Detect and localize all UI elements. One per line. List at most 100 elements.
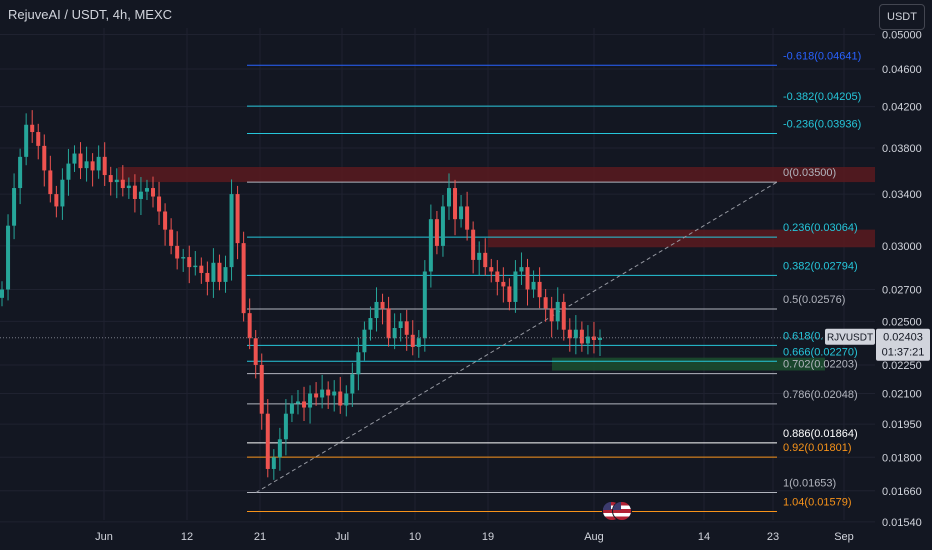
candle-body[interactable]	[531, 281, 536, 290]
candle-body[interactable]	[30, 124, 35, 133]
candle-body[interactable]	[362, 329, 367, 353]
candle-body[interactable]	[120, 179, 125, 189]
candle-body[interactable]	[157, 196, 162, 212]
candle-body[interactable]	[398, 321, 403, 329]
candle-body[interactable]	[163, 211, 168, 230]
candle-body[interactable]	[410, 334, 415, 347]
candle-body[interactable]	[591, 336, 596, 340]
candle-body[interactable]	[114, 179, 119, 183]
candle-body[interactable]	[132, 185, 137, 199]
candle-body[interactable]	[446, 188, 451, 207]
candle-body[interactable]	[501, 281, 506, 287]
candle-body[interactable]	[138, 191, 143, 199]
candle-body[interactable]	[90, 161, 95, 171]
candle-body[interactable]	[543, 297, 548, 309]
currency-button[interactable]: USDT	[879, 4, 925, 30]
candle-body[interactable]	[489, 267, 494, 272]
candle-body[interactable]	[308, 393, 313, 408]
candle-body[interactable]	[332, 391, 337, 396]
candle-body[interactable]	[48, 170, 53, 195]
candle-body[interactable]	[199, 265, 204, 273]
candle-body[interactable]	[555, 301, 560, 322]
candle-body[interactable]	[283, 413, 288, 440]
candle-body[interactable]	[386, 308, 391, 339]
candle-body[interactable]	[350, 374, 355, 394]
candle-body[interactable]	[247, 313, 252, 339]
candle-body[interactable]	[144, 188, 149, 192]
candle-body[interactable]	[326, 389, 331, 396]
candle-body[interactable]	[392, 328, 397, 339]
candle-body[interactable]	[434, 219, 439, 246]
candle-body[interactable]	[525, 267, 530, 290]
candle-body[interactable]	[320, 389, 325, 398]
candle-body[interactable]	[380, 301, 385, 309]
candle-body[interactable]	[265, 413, 270, 469]
candle-body[interactable]	[416, 338, 421, 347]
candle-body[interactable]	[374, 301, 379, 319]
candle-body[interactable]	[404, 321, 409, 335]
candle-body[interactable]	[126, 185, 131, 189]
candle-body[interactable]	[422, 271, 427, 339]
candle-body[interactable]	[561, 301, 566, 330]
candle-body[interactable]	[440, 206, 445, 246]
candle-body[interactable]	[217, 262, 222, 282]
candle-body[interactable]	[66, 163, 71, 180]
event-markers[interactable]	[602, 501, 632, 521]
candle-body[interactable]	[72, 153, 77, 164]
candle-body[interactable]	[338, 391, 343, 406]
candle-body[interactable]	[579, 329, 584, 344]
candle-body[interactable]	[465, 206, 470, 230]
candle-body[interactable]	[229, 194, 234, 268]
candle-body[interactable]	[36, 132, 41, 146]
candle-body[interactable]	[24, 124, 29, 157]
candle-body[interactable]	[289, 403, 294, 414]
candle-body[interactable]	[573, 329, 578, 339]
candle-body[interactable]	[42, 145, 47, 171]
candle-body[interactable]	[241, 243, 246, 314]
candle-body[interactable]	[314, 393, 319, 398]
us-flag-icon[interactable]	[612, 501, 632, 521]
candle-body[interactable]	[302, 401, 307, 408]
candle-body[interactable]	[84, 161, 89, 169]
candle-body[interactable]	[513, 271, 518, 302]
candle-body[interactable]	[277, 439, 282, 458]
candle-body[interactable]	[193, 265, 198, 268]
candle-body[interactable]	[235, 194, 240, 244]
candle-body[interactable]	[18, 156, 23, 189]
candle-body[interactable]	[537, 281, 542, 298]
candle-body[interactable]	[96, 156, 101, 171]
candle-body[interactable]	[459, 206, 464, 220]
candle-body[interactable]	[187, 257, 192, 268]
candle-body[interactable]	[253, 338, 258, 365]
candle-body[interactable]	[356, 352, 361, 375]
candle-body[interactable]	[453, 188, 458, 220]
candle-body[interactable]	[102, 156, 107, 176]
candle-body[interactable]	[598, 337, 602, 340]
candle-body[interactable]	[181, 257, 186, 259]
candle-body[interactable]	[567, 329, 572, 339]
candle-body[interactable]	[471, 229, 476, 260]
candle-body[interactable]	[368, 318, 373, 330]
candle-body[interactable]	[295, 401, 300, 404]
candle-body[interactable]	[78, 153, 83, 169]
candle-body[interactable]	[205, 272, 210, 282]
candle-body[interactable]	[549, 308, 554, 322]
candle-body[interactable]	[12, 188, 17, 226]
candle-body[interactable]	[483, 252, 488, 268]
candle-body[interactable]	[477, 252, 482, 260]
candle-body[interactable]	[507, 286, 512, 302]
candle-body[interactable]	[6, 225, 11, 290]
candle-body[interactable]	[211, 262, 216, 282]
candle-body[interactable]	[54, 194, 59, 207]
candle-body[interactable]	[259, 364, 264, 414]
candle-body[interactable]	[271, 457, 276, 469]
candle-body[interactable]	[223, 267, 228, 282]
candle-body[interactable]	[151, 188, 156, 197]
candle-body[interactable]	[585, 336, 590, 344]
candle-body[interactable]	[60, 179, 65, 207]
candle-body[interactable]	[344, 393, 349, 406]
candle-body[interactable]	[108, 175, 113, 183]
candle-body[interactable]	[169, 229, 174, 246]
candle-body[interactable]	[175, 245, 180, 259]
